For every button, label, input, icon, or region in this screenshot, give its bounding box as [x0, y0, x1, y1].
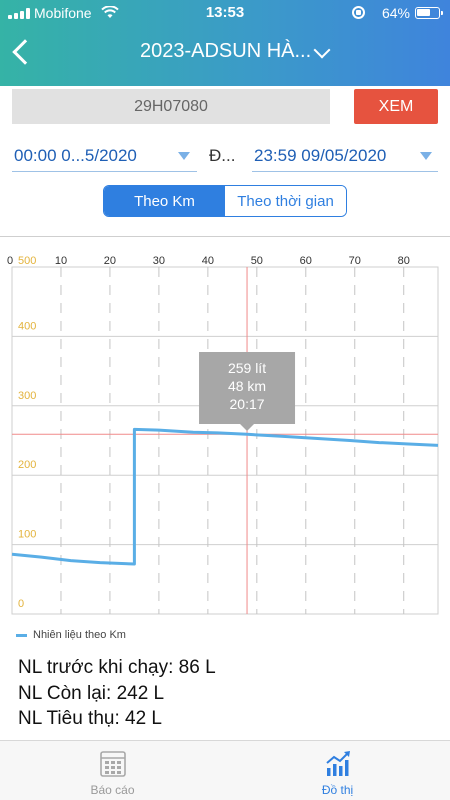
- tab-by-time[interactable]: Theo thời gian: [225, 186, 346, 216]
- fuel-chart[interactable]: 0 10 20 30 40 50 60 70 80 0 100 200 300 400 500 259 lít…: [0, 248, 450, 620]
- status-time: 13:53: [205, 4, 245, 21]
- series-line-fuel: [11, 427, 439, 566]
- bottom-tab-bar: Báo cáo Đồ thị: [0, 740, 450, 800]
- x-tick-label: 0: [7, 255, 13, 267]
- summary-fuel-remaining: NL Còn lại: 242 L: [18, 683, 165, 704]
- status-bar: Mobifone 13:53 64%: [0, 0, 450, 26]
- tooltip-box: [199, 352, 296, 424]
- rotation-lock-icon: [352, 6, 365, 19]
- chevron-down-icon[interactable]: [313, 41, 331, 59]
- legend-label: Nhiên liệu theo Km: [33, 629, 126, 641]
- dropdown-caret-icon: [178, 152, 190, 160]
- tab-graph[interactable]: Đồ thị: [225, 741, 450, 800]
- wifi-icon: [101, 6, 119, 18]
- plate-input[interactable]: [12, 89, 330, 124]
- y-tick-label: 0: [18, 598, 24, 610]
- tab-graph-label: Đồ thị: [321, 783, 354, 797]
- summary-fuel-before: NL trước khi chạy: 86 L: [18, 657, 216, 678]
- summary-fuel-consumed: NL Tiêu thụ: 42 L: [18, 708, 163, 729]
- to-date-value: 23:59 09/05/2020: [254, 146, 387, 165]
- y-tick-label: 100: [18, 529, 36, 541]
- dropdown-caret-icon: [420, 152, 432, 160]
- y-tick-label: 400: [18, 320, 36, 332]
- calendar-grid-icon: [100, 751, 126, 777]
- signal-icon: [8, 8, 30, 19]
- y-tick-label: 500: [18, 255, 36, 267]
- x-tick-label: 20: [104, 255, 116, 267]
- legend-swatch: [16, 634, 27, 637]
- x-tick-label: 40: [202, 255, 214, 267]
- y-tick-label: 300: [18, 390, 36, 402]
- mode-toggle: Theo Km Theo thời gian: [103, 185, 347, 217]
- chart-up-icon: [326, 751, 350, 776]
- to-date-picker[interactable]: 23:59 09/05/2020: [252, 142, 438, 172]
- date-separator: Đ...: [209, 146, 236, 165]
- tooltip-line: 48 km: [228, 378, 266, 394]
- x-tick-label: 70: [349, 255, 361, 267]
- x-tick-label: 30: [153, 255, 165, 267]
- from-date-picker[interactable]: 00:00 0...5/2020: [12, 142, 197, 172]
- tab-report[interactable]: Báo cáo: [0, 741, 225, 800]
- y-tick-label: 200: [18, 459, 36, 471]
- back-arrow-icon[interactable]: [6, 34, 38, 70]
- tab-by-km[interactable]: Theo Km: [104, 186, 225, 216]
- from-date-value: 00:00 0...5/2020: [14, 146, 137, 165]
- x-tick-label: 10: [55, 255, 67, 267]
- tooltip-line: 20:17: [230, 396, 265, 412]
- tooltip-line: 259 lít: [228, 360, 266, 376]
- x-tick-label: 60: [300, 255, 312, 267]
- battery-icon: [415, 7, 443, 19]
- header: Mobifone 13:53 64% 2023-ADSUN HÀ...: [0, 0, 450, 86]
- page-title[interactable]: 2023-ADSUN HÀ...: [140, 40, 312, 62]
- battery-percent: 64%: [381, 5, 410, 21]
- carrier-name: Mobifone: [34, 5, 92, 21]
- tab-report-label: Báo cáo: [90, 783, 135, 797]
- view-button[interactable]: XEM: [354, 89, 438, 124]
- tooltip-arrow: [240, 424, 255, 431]
- divider: [0, 236, 450, 237]
- x-tick-label: 80: [398, 255, 410, 267]
- x-tick-label: 50: [251, 255, 263, 267]
- nav-bar: 2023-ADSUN HÀ...: [0, 30, 450, 74]
